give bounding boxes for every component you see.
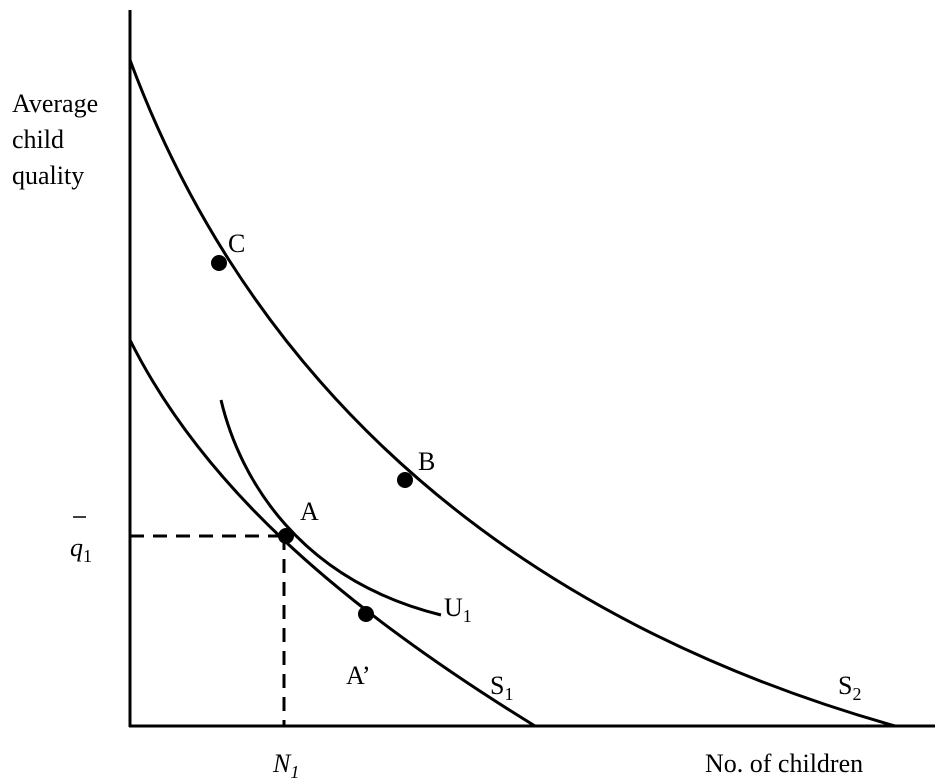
point-dot [397,472,413,488]
n-marker: N1 [272,749,299,781]
curve-label: S1 [490,671,513,704]
point-label: A’ [346,661,371,690]
point-dot [358,606,374,622]
y-axis-label: Average [12,89,98,118]
curve-s1 [128,339,536,728]
curve-s2 [128,59,896,728]
curve-u1 [219,399,442,617]
label-base: S [838,671,852,700]
curve-label: S2 [838,671,861,704]
label-sub: 1 [504,684,513,704]
label-sub: 2 [852,684,861,704]
label-base: U [444,593,463,622]
point-dot [211,255,227,271]
q-marker: q1 [70,533,92,566]
label-sub: 1 [463,606,472,626]
label-sub: 1 [83,546,92,566]
point-label: C [228,229,245,258]
label-base: q [70,533,83,562]
x-axis-label: No. of children [705,749,863,778]
curve-label: U1 [444,593,472,626]
y-axis-label: quality [12,161,84,190]
y-axis-label: child [12,125,64,154]
point-label: B [418,447,435,476]
point-dot [278,528,294,544]
point-label: A [300,497,319,526]
label-base: S [490,671,504,700]
label-sub: 1 [290,762,299,781]
label-base: N [272,749,292,778]
